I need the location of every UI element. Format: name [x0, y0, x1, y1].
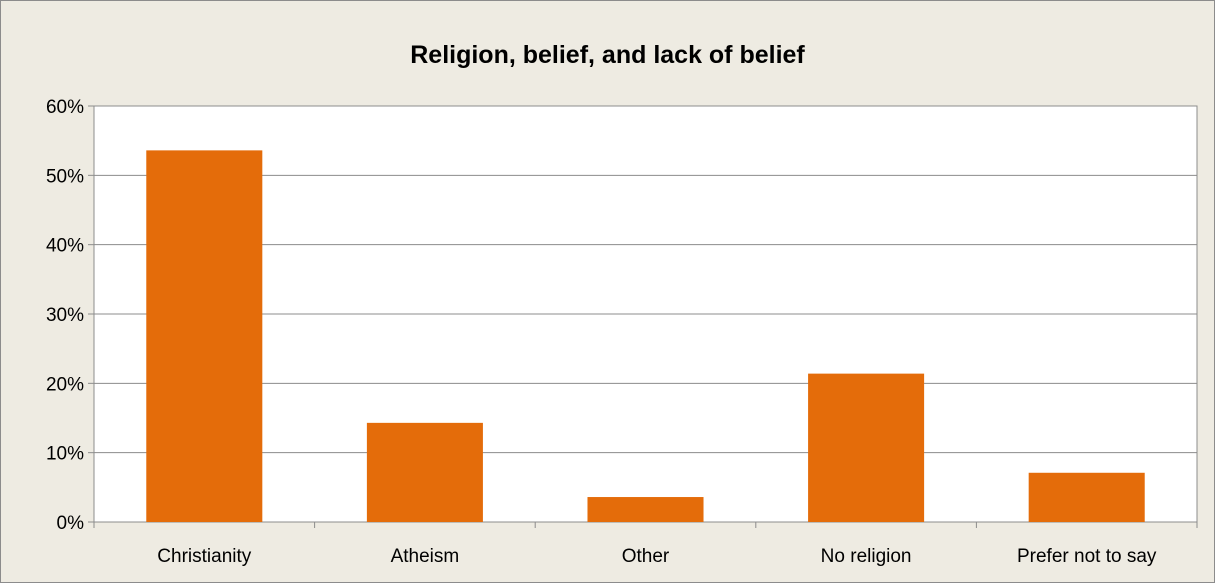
- y-tick-label: 50%: [46, 166, 84, 187]
- y-tick-label: 0%: [57, 513, 85, 534]
- bars: [146, 150, 1145, 522]
- bar-prefer-not-to-say: [1028, 472, 1145, 522]
- bar-no-religion: [808, 373, 925, 522]
- y-tick-label: 30%: [46, 305, 84, 326]
- x-tick-label: Christianity: [157, 546, 251, 567]
- y-tick-label: 20%: [46, 374, 84, 395]
- x-axis-tick-labels: Christianity Atheism Other No religion Prefe…: [93, 522, 1198, 567]
- y-tick-label: 40%: [46, 236, 84, 257]
- y-axis-tick-labels: 0% 10% 20% 30% 40% 50% 60%: [46, 97, 94, 534]
- x-tick-label: Other: [622, 546, 670, 567]
- x-tick-label: Prefer not to say: [1017, 546, 1157, 567]
- x-tick-label: Atheism: [391, 546, 460, 567]
- gridlines: [94, 174, 1197, 454]
- bar-christianity: [146, 150, 263, 522]
- bar-other: [587, 497, 704, 522]
- y-tick-label: 60%: [46, 97, 84, 118]
- chart-title: Religion, belief, and lack of belief: [410, 41, 805, 69]
- bar-atheism: [366, 422, 483, 522]
- x-tick-label: No religion: [821, 546, 912, 567]
- y-tick-label: 10%: [46, 444, 84, 465]
